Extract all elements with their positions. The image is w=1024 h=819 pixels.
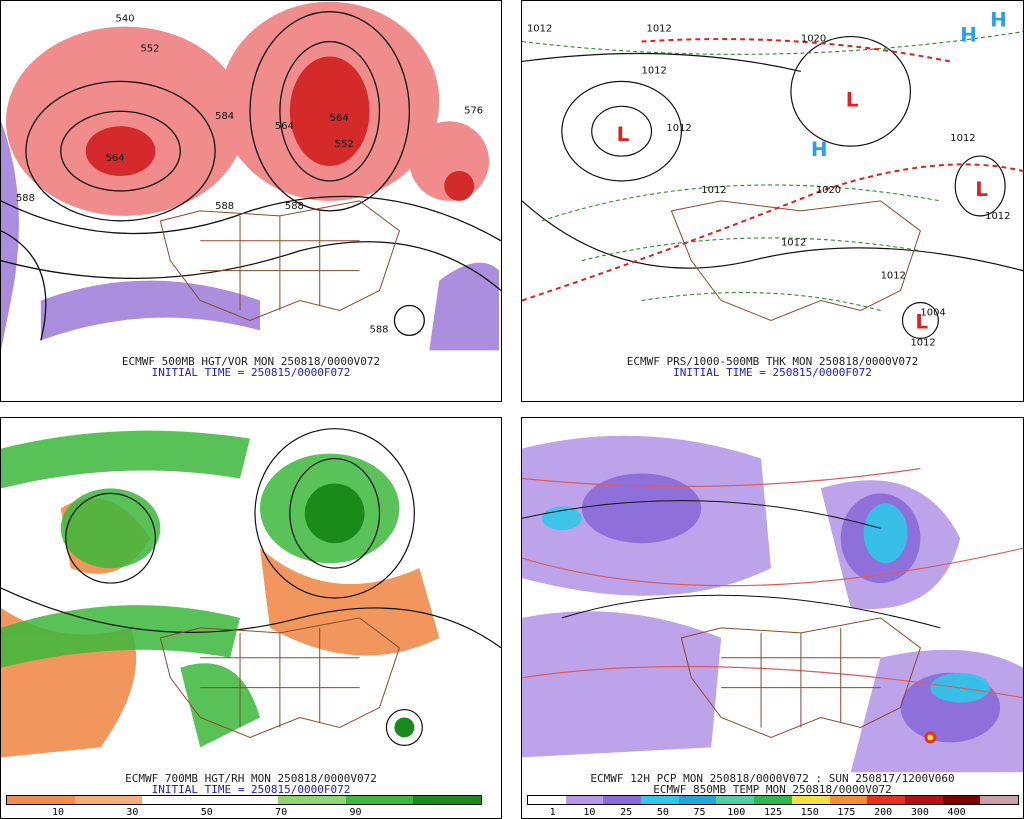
map-precip-temperature (522, 418, 1023, 773)
colorbar-tick-label: 100 (727, 807, 746, 818)
svg-text:588: 588 (215, 201, 234, 212)
svg-text:588: 588 (370, 324, 389, 335)
colorbar-segment (829, 796, 868, 804)
panel-caption-line1: ECMWF PRS/1000-500MB THK MON 250818/0000… (626, 355, 919, 368)
svg-text:552: 552 (140, 44, 159, 55)
colorbar-segment (942, 796, 981, 804)
colorbar-segment (413, 796, 482, 804)
svg-text:H: H (811, 138, 828, 161)
colorbar-segment (7, 796, 75, 804)
colorbar-tick-label: 150 (800, 807, 819, 818)
colorbar-segment (791, 796, 830, 804)
colorbar-segment (142, 796, 211, 804)
panel-caption-line2: INITIAL TIME = 250815/0000F072 (151, 783, 351, 796)
svg-text:1012: 1012 (950, 133, 975, 144)
svg-text:588: 588 (285, 201, 304, 212)
panel-caption-line1: ECMWF 12H PCP MON 250818/0000V072 : SUN … (590, 772, 955, 785)
svg-text:564: 564 (275, 121, 294, 132)
svg-text:564: 564 (330, 113, 349, 124)
colorbar-tick-label: 50 (200, 807, 213, 818)
colorbar-segment (74, 796, 143, 804)
colorbar-tick-label: 400 (947, 807, 966, 818)
colorbar-segment (641, 796, 679, 804)
svg-text:1012: 1012 (642, 65, 667, 76)
colorbar-segment (603, 796, 642, 804)
colorbar-tick-label: 50 (656, 807, 669, 818)
colorbar-tick-label: 10 (583, 807, 596, 818)
colorbar-tick-label: 25 (620, 807, 633, 818)
panel-caption-line2: INITIAL TIME = 250815/0000F072 (151, 366, 351, 379)
colorbar-segment (678, 796, 717, 804)
svg-text:564: 564 (106, 153, 125, 164)
colorbar-segment (867, 796, 905, 804)
colorbar-segment (528, 796, 566, 804)
colorbar-tick-label: 300 (910, 807, 929, 818)
colorbar-tick-label: 90 (349, 807, 362, 818)
svg-text:552: 552 (335, 139, 354, 150)
svg-text:L: L (915, 310, 928, 333)
svg-text:1012: 1012 (910, 337, 935, 348)
colorbar-segment (980, 796, 1018, 804)
svg-text:1004: 1004 (920, 307, 945, 318)
colorbar-tick-label: 30 (126, 807, 139, 818)
colorbar-tick-label: 75 (693, 807, 706, 818)
colorbar-segment (716, 796, 755, 804)
svg-text:540: 540 (116, 14, 135, 25)
svg-text:1020: 1020 (816, 185, 841, 196)
svg-text:1012: 1012 (781, 238, 806, 249)
svg-text:L: L (617, 123, 630, 146)
svg-text:1012: 1012 (701, 185, 726, 196)
colorbar-tick-label: 70 (275, 807, 288, 818)
svg-text:1012: 1012 (527, 24, 552, 35)
panel-12h-pcp-850mb-temp: ECMWF 12H PCP MON 250818/0000V072 : SUN … (521, 417, 1024, 819)
svg-text:588: 588 (16, 193, 35, 204)
svg-text:1012: 1012 (985, 211, 1010, 222)
panel-caption-line1: ECMWF 700MB HGT/RH MON 250818/0000V072 (125, 772, 377, 785)
panel-caption-line2: ECMWF 850MB TEMP MON 250818/0000V072 (653, 783, 892, 796)
map-pressure-thickness: L L L L H H H 1012 1012 1012 1012 1020 1… (522, 1, 1023, 356)
svg-text:1012: 1012 (647, 24, 672, 35)
colorbar-segment (277, 796, 346, 804)
panel-prs-thickness: L L L L H H H 1012 1012 1012 1012 1020 1… (521, 0, 1024, 402)
svg-text:1012: 1012 (666, 123, 691, 134)
panel-caption-line2: INITIAL TIME = 250815/0000F072 (673, 366, 872, 379)
map-700mb-relative-humidity (1, 418, 501, 773)
map-500mb-vorticity: 540 552 564 584 588 576 564 552 588 588 … (1, 1, 501, 356)
colorbar-segment (754, 796, 792, 804)
colorbar-tick-label: 1 (549, 807, 556, 818)
svg-text:H: H (960, 24, 977, 47)
colorbar-tick-label: 125 (763, 807, 783, 818)
rh-colorbar (6, 795, 482, 805)
colorbar-segment (210, 796, 278, 804)
svg-text:1020: 1020 (801, 34, 826, 45)
rh-colorbar-ticks: 10 30 50 70 90 (6, 807, 482, 818)
svg-text:1012: 1012 (881, 271, 906, 282)
colorbar-segment (345, 796, 414, 804)
colorbar-tick-label: 175 (837, 807, 856, 818)
svg-text:584: 584 (215, 111, 234, 122)
panel-500mb-hgt-vor: 540 552 564 584 588 576 564 552 588 588 … (0, 0, 502, 402)
colorbar-segment (565, 796, 604, 804)
svg-text:576: 576 (464, 105, 483, 116)
colorbar-tick-label: 200 (874, 807, 893, 818)
svg-text:L: L (846, 88, 859, 111)
precip-colorbar-ticks: 1 10 25 50 75 100 125 150 175 200 300 400 (527, 807, 1019, 818)
svg-text:L: L (975, 178, 988, 201)
colorbar-segment (904, 796, 943, 804)
svg-text:H: H (990, 9, 1007, 32)
precip-colorbar (527, 795, 1019, 805)
colorbar-tick-label: 10 (52, 807, 65, 818)
panel-caption-line1: ECMWF 500MB HGT/VOR MON 250818/0000V072 (121, 355, 381, 368)
panel-700mb-hgt-rh: ECMWF 700MB HGT/RH MON 250818/0000V072 I… (0, 417, 502, 819)
